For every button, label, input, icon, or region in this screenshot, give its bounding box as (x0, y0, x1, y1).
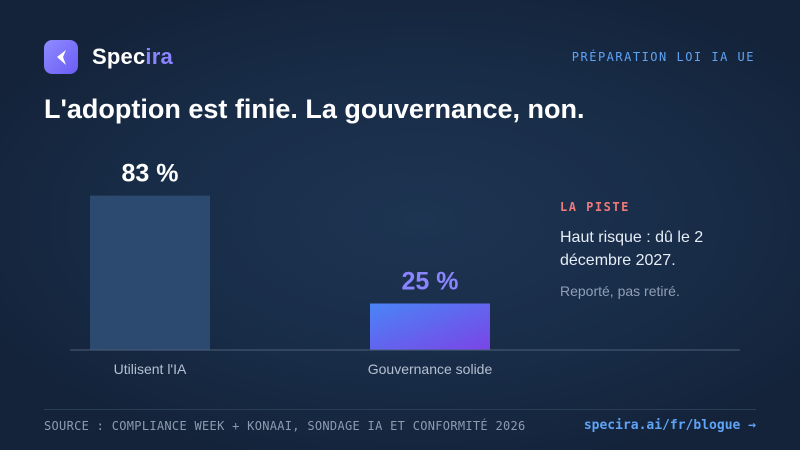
source-note: SOURCE : COMPLIANCE WEEK + KONAAI, SONDA… (44, 419, 526, 433)
footer-divider (44, 409, 756, 410)
brand-name-plain: Spec (92, 44, 146, 69)
specira-logo (44, 40, 78, 74)
category-label-2: Gouvernance solide (368, 361, 493, 377)
brand-name: Specira (92, 44, 173, 70)
eyebrow-label: PRÉPARATION LOI IA UE (571, 50, 755, 64)
side-note-main: Haut risque : dû le 2 décembre 2027. (560, 229, 704, 269)
bar-1 (90, 195, 210, 350)
bar-value-label-2: 25 % (402, 268, 459, 296)
chart-marks: 83 % Utilisent l'IA 25 % Gouvernance solide (90, 160, 492, 377)
brand-name-accent: ira (145, 44, 173, 69)
bar-value-label-1: 83 % (122, 160, 179, 188)
bar-2 (370, 303, 490, 350)
side-note-kicker: LA PISTE (560, 200, 630, 214)
logo-bird-icon (57, 50, 66, 65)
blog-link[interactable]: specira.ai/fr/blogue → (583, 418, 756, 433)
side-note-sub: Reporté, pas retiré. (560, 283, 680, 299)
side-note: LA PISTE Haut risque : dû le 2 décembre … (560, 200, 750, 299)
headline: L'adoption est finie. La gouvernance, no… (44, 94, 585, 124)
category-label-1: Utilisent l'IA (114, 361, 187, 377)
